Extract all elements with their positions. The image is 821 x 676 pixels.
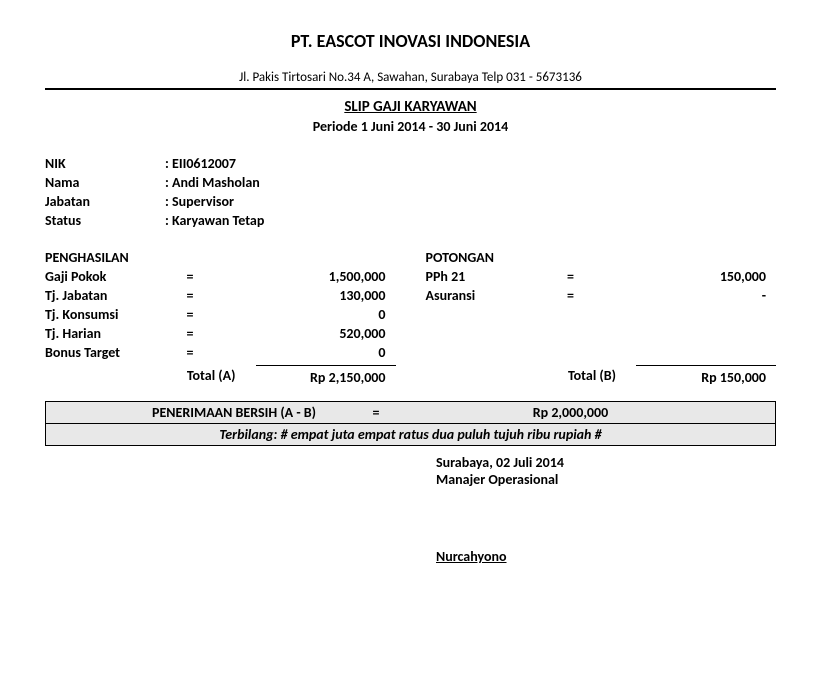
income-deduction-columns: PENGHASILAN Gaji Pokok = 1,500,000 Tj. J…: [45, 249, 776, 386]
item-value: 520,000: [205, 325, 396, 342]
status-label: Status: [45, 212, 165, 229]
jabatan-value: : Supervisor: [165, 193, 234, 210]
item-value: 0: [205, 306, 396, 323]
net-value: Rp 2,000,000: [426, 404, 715, 421]
info-row-jabatan: Jabatan : Supervisor: [45, 193, 776, 210]
deduction-header: POTONGAN: [426, 249, 777, 266]
item-eq: =: [175, 287, 205, 304]
income-total-row: Total (A) Rp 2,150,000: [45, 365, 396, 386]
slip-title: SLIP GAJI KARYAWAN: [45, 98, 776, 116]
net-label: PENERIMAAN BERSIH (A - B): [46, 404, 326, 421]
income-column: PENGHASILAN Gaji Pokok = 1,500,000 Tj. J…: [45, 249, 396, 386]
sig-spacer: [45, 454, 436, 565]
info-row-nik: NIK : EII0612007: [45, 155, 776, 172]
jabatan-label: Jabatan: [45, 193, 165, 210]
deduction-total-value: Rp 150,000: [636, 365, 776, 386]
sig-place-date: Surabaya, 02 Juli 2014: [436, 454, 776, 471]
terbilang-row: Terbilang: # empat juta empat ratus dua …: [46, 423, 775, 445]
income-total-value: Rp 2,150,000: [256, 365, 396, 386]
deduction-item: PPh 21 = 150,000: [426, 268, 777, 285]
slip-period: Periode 1 Juni 2014 - 30 Juni 2014: [45, 118, 776, 135]
item-eq: =: [556, 287, 586, 304]
income-item: Tj. Jabatan = 130,000: [45, 287, 396, 304]
item-value: 1,500,000: [205, 268, 396, 285]
net-eq: =: [326, 404, 426, 421]
income-total-label: Total (A): [45, 367, 256, 384]
income-item: Bonus Target = 0: [45, 344, 396, 361]
sig-name: Nurcahyono: [436, 548, 776, 565]
item-value: 0: [205, 344, 396, 361]
income-item: Gaji Pokok = 1,500,000: [45, 268, 396, 285]
status-value: : Karyawan Tetap: [165, 212, 264, 229]
deduction-column: POTONGAN PPh 21 = 150,000 Asuransi = - .…: [426, 249, 777, 386]
item-eq: =: [556, 268, 586, 285]
header-rule: [45, 88, 776, 90]
sig-role: Manajer Operasional: [436, 471, 776, 488]
item-eq: =: [175, 325, 205, 342]
item-value: -: [586, 287, 777, 304]
sig-right: Surabaya, 02 Juli 2014 Manajer Operasion…: [436, 454, 776, 565]
net-block: PENERIMAAN BERSIH (A - B) = Rp 2,000,000…: [45, 401, 776, 446]
item-label: Gaji Pokok: [45, 268, 175, 285]
deduction-total-label: Total (B): [426, 367, 637, 384]
company-name: PT. EASCOT INOVASI INDONESIA: [45, 30, 776, 52]
info-row-status: Status : Karyawan Tetap: [45, 212, 776, 229]
nama-label: Nama: [45, 174, 165, 191]
item-value: 130,000: [205, 287, 396, 304]
item-label: Bonus Target: [45, 344, 175, 361]
nik-value: : EII0612007: [165, 155, 236, 172]
income-item: Tj. Harian = 520,000: [45, 325, 396, 342]
item-value: 150,000: [586, 268, 777, 285]
income-header: PENGHASILAN: [45, 249, 396, 266]
deduction-item: Asuransi = -: [426, 287, 777, 304]
nama-value: : Andi Masholan: [165, 174, 260, 191]
net-pad: [715, 404, 775, 421]
nik-label: NIK: [45, 155, 165, 172]
income-item: Tj. Konsumsi = 0: [45, 306, 396, 323]
info-row-nama: Nama : Andi Masholan: [45, 174, 776, 191]
item-eq: =: [175, 344, 205, 361]
company-address: Jl. Pakis Tirtosari No.34 A, Sawahan, Su…: [45, 70, 776, 85]
item-label: Tj. Harian: [45, 325, 175, 342]
item-label: Asuransi: [426, 287, 556, 304]
net-row: PENERIMAAN BERSIH (A - B) = Rp 2,000,000: [46, 402, 775, 423]
item-eq: =: [175, 306, 205, 323]
item-label: Tj. Jabatan: [45, 287, 175, 304]
item-eq: =: [175, 268, 205, 285]
item-label: Tj. Konsumsi: [45, 306, 175, 323]
signature-block: Surabaya, 02 Juli 2014 Manajer Operasion…: [45, 454, 776, 565]
item-label: PPh 21: [426, 268, 556, 285]
employee-info-block: NIK : EII0612007 Nama : Andi Masholan Ja…: [45, 155, 776, 229]
deduction-total-row: Total (B) Rp 150,000: [426, 365, 777, 386]
